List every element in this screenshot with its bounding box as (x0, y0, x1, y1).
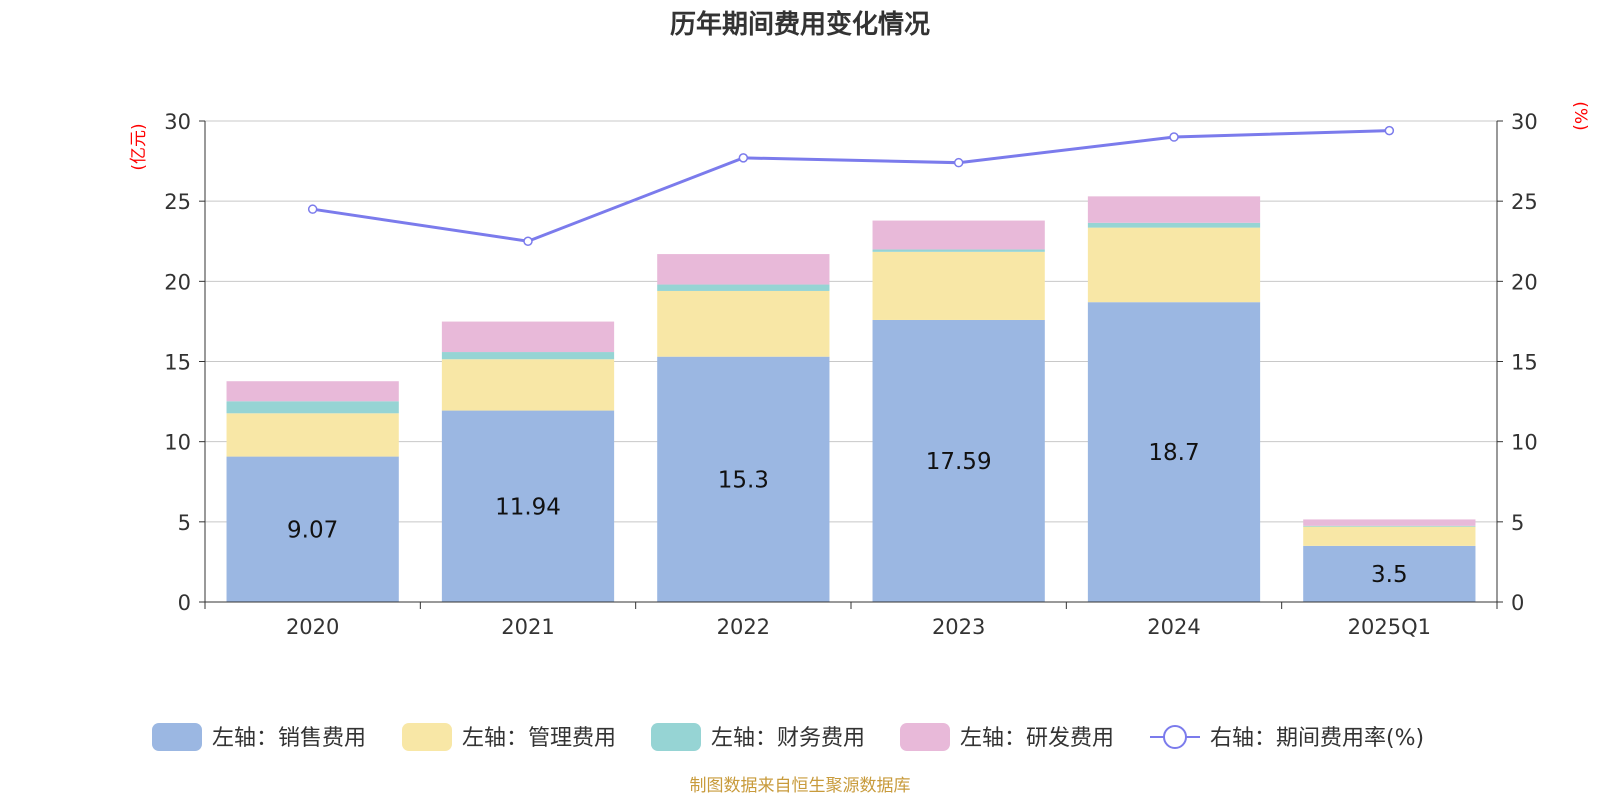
right-axis-tick-label: 15 (1511, 351, 1538, 375)
bar-segment (441, 352, 615, 360)
x-axis-tick-label: 2021 (501, 615, 554, 639)
legend-label: 左轴：销售费用 (212, 726, 366, 751)
bar-segment (1087, 222, 1261, 228)
bar-segment (1087, 227, 1261, 303)
legend-swatch (900, 723, 950, 751)
legend-label: 左轴：管理费用 (462, 726, 616, 751)
left-axis-tick-label: 30 (164, 110, 191, 134)
axes: 0 5 10 15 20 25 30 0 5 10 15 20 25 30 2020 2021 2022 2023… (164, 110, 1537, 639)
bar-segment (1303, 526, 1476, 546)
x-axis-tick-label: 2020 (286, 615, 339, 639)
bar-segment (226, 413, 399, 457)
bar-segment (872, 220, 1045, 250)
bar-segment (1303, 525, 1476, 527)
rate-line-path (312, 129, 1390, 243)
right-axis-tick-label: 30 (1511, 110, 1538, 134)
left-axis-tick-label: 5 (178, 511, 191, 535)
bar-segment (657, 290, 830, 357)
right-axis-unit: (%) (1570, 101, 1590, 130)
source-note: 制图数据来自恒生聚源数据库 (690, 776, 911, 796)
rate-line-point (738, 153, 749, 163)
bar-segment (872, 319, 1045, 602)
bar-data-label: 9.07 (287, 517, 338, 543)
x-axis-tick-label: 2025Q1 (1348, 615, 1431, 639)
bar-segment (441, 410, 615, 602)
bar-segment (226, 456, 399, 602)
bar-data-label: 3.5 (1371, 562, 1408, 588)
x-axis-tick-label: 2024 (1147, 615, 1200, 639)
right-axis-tick-label: 25 (1511, 190, 1538, 214)
bar-segment (1303, 519, 1476, 526)
bar-segment (226, 381, 399, 402)
rate-line-point (307, 204, 318, 214)
legend-swatch (152, 723, 202, 751)
bar-data-label: 15.3 (718, 467, 769, 493)
bar-data-label: 17.59 (926, 449, 992, 475)
bar-labels: 9.07 11.94 15.3 17.59 18.7 3.5 (287, 440, 1408, 588)
bar-segment (441, 359, 615, 411)
rate-line-point (1169, 132, 1179, 142)
legend-line-marker (1163, 725, 1187, 749)
left-axis-tick-label: 25 (164, 190, 191, 214)
bar-data-label: 11.94 (495, 494, 561, 520)
grid-lines (205, 120, 1497, 523)
legend-swatch (651, 723, 701, 751)
left-axis-unit: (亿元) (129, 123, 149, 170)
bar-data-label: 18.7 (1148, 440, 1199, 466)
right-axis-tick-label: 0 (1511, 591, 1524, 615)
legend-label: 左轴：研发费用 (960, 726, 1114, 751)
left-axis-tick-label: 10 (164, 431, 191, 455)
bar-segment (657, 284, 830, 291)
x-axis-tick-label: 2022 (717, 615, 770, 639)
legend-swatch (402, 723, 452, 751)
rate-line-point (523, 236, 533, 246)
bar-segment (872, 249, 1045, 252)
legend-label: 左轴：财务费用 (711, 726, 865, 751)
rate-line-point (953, 157, 964, 168)
bar-segment (1303, 545, 1476, 602)
bar-segment (657, 356, 830, 602)
right-axis-tick-label: 5 (1511, 511, 1524, 535)
left-axis-tick-label: 0 (178, 591, 191, 615)
bar-segment (226, 401, 399, 414)
legend: 左轴：销售费用 左轴：管理费用 左轴：财务费用 左轴：研发费用 右轴：期间费用率(%) (152, 723, 1424, 751)
chart-title: 历年期间费用变化情况 (670, 9, 930, 40)
right-axis-tick-label: 10 (1511, 431, 1538, 455)
right-axis-tick-label: 20 (1511, 270, 1538, 294)
bar-segment (657, 254, 830, 285)
left-axis-tick-label: 15 (164, 351, 191, 375)
bar-segment (1087, 302, 1261, 602)
legend-label: 右轴：期间费用率(%) (1210, 726, 1424, 751)
bar-segment (441, 321, 615, 353)
bar-segment (1087, 196, 1261, 223)
rate-line-point (1384, 125, 1395, 136)
bar-segment (872, 251, 1045, 320)
rate-line (307, 125, 1395, 246)
left-axis-tick-label: 20 (164, 270, 191, 294)
bars (226, 196, 1476, 602)
x-axis-tick-label: 2023 (932, 615, 985, 639)
